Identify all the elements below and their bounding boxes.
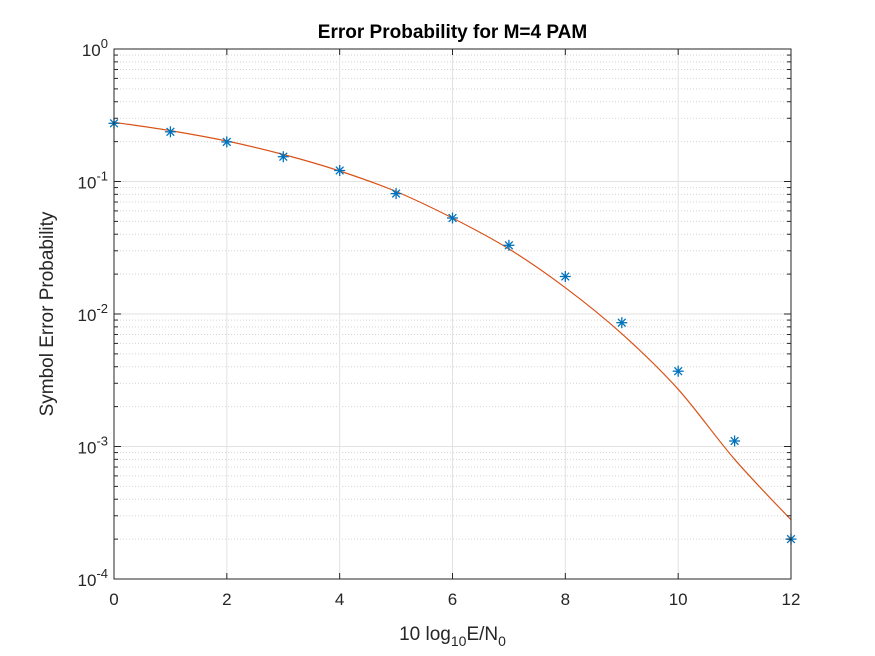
data-point-asterisk [334, 165, 346, 176]
data-point-asterisk [447, 212, 458, 224]
x-tick-label: 10 [669, 590, 688, 609]
data-point-asterisk [221, 136, 233, 148]
x-ticks: 0 2 4 6 8 10 12 [109, 49, 800, 609]
data-point-asterisk [503, 239, 515, 251]
data-point-asterisk [164, 126, 176, 138]
y-tick-label: 10-2 [78, 301, 108, 325]
y-tick-label: 10-4 [78, 566, 108, 590]
x-axis-label: 10 log10E/N0 [399, 624, 506, 649]
x-tick-label: 12 [782, 590, 801, 609]
x-tick-label: 2 [222, 590, 231, 609]
y-tick-label: 10-3 [78, 434, 108, 458]
y-tick-label: 100 [82, 36, 108, 60]
y-axis-label: Symbol Error Probability [37, 211, 58, 416]
x-tick-label: 0 [109, 590, 118, 609]
data-point-asterisk [616, 317, 628, 329]
data-point-asterisk [729, 435, 741, 447]
x-tick-label: 4 [335, 590, 344, 609]
data-point-asterisk [390, 188, 402, 200]
data-point-asterisk [672, 365, 684, 377]
y-tick-label: 10-1 [78, 169, 108, 193]
data-point-asterisk [277, 151, 289, 163]
simulation-markers-series [108, 117, 797, 545]
chart-title: Error Probability for M=4 PAM [318, 22, 587, 43]
data-point-asterisk [559, 271, 571, 282]
x-tick-label: 6 [448, 590, 457, 609]
y-ticks: 10-4 10-3 10-2 10-1 100 [78, 36, 791, 590]
x-tick-label: 8 [561, 590, 570, 609]
